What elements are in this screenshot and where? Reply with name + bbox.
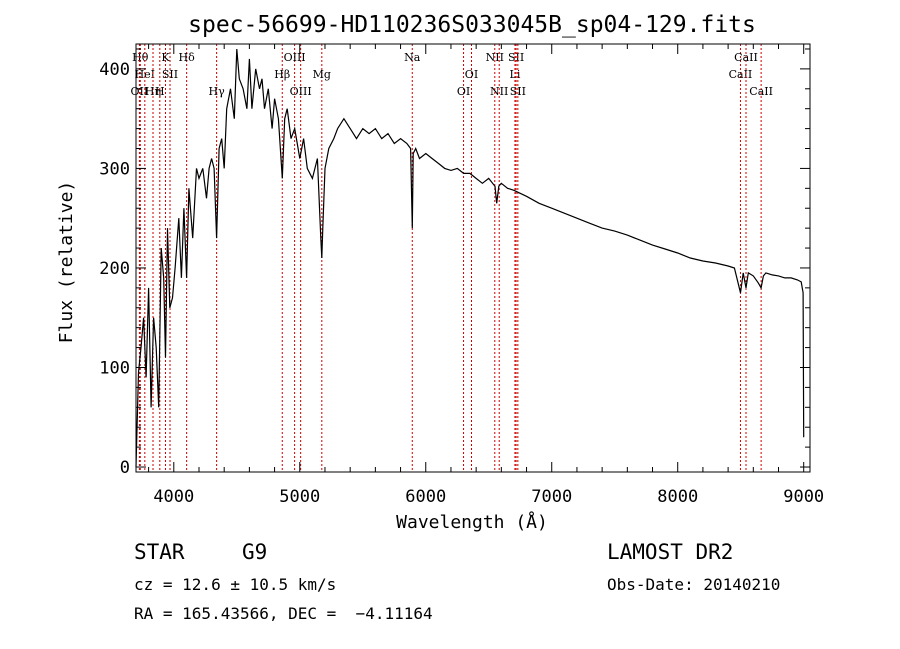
y-tick-label: 400 <box>99 60 130 80</box>
x-tick-label: 6000 <box>405 487 446 507</box>
line-marker-label: Hη <box>145 85 161 98</box>
line-marker-label: OI <box>465 68 478 81</box>
line-marker-label: Hβ <box>274 68 290 81</box>
line-marker-label: Hγ <box>209 85 226 98</box>
line-marker-label: OI <box>457 85 470 98</box>
chart-title: spec-56699-HD110236S033045B_sp04-129.fit… <box>188 12 756 38</box>
x-axis-title: Wavelength (Å) <box>396 511 548 533</box>
line-marker-label: H <box>155 85 165 98</box>
plot-frame <box>135 43 811 473</box>
line-marker-label: K <box>161 51 170 64</box>
obs-date-text: Obs-Date: 20140210 <box>607 575 781 594</box>
survey-label: LAMOST DR2 <box>607 540 734 564</box>
line-marker-label: CaII <box>749 85 773 98</box>
x-tick-label: 9000 <box>783 487 824 507</box>
line-marker-label: HeI <box>135 68 155 81</box>
line-marker-label: NII <box>486 51 504 64</box>
line-marker-label: Mg <box>313 68 331 81</box>
line-marker-label: Na <box>404 51 421 64</box>
x-tick-label: 8000 <box>657 487 698 507</box>
class-label: STAR <box>134 540 185 564</box>
line-marker-label: Li <box>510 68 521 81</box>
coordinates-text: RA = 165.43566, DEC = −4.11164 <box>134 604 433 623</box>
line-marker-label: Hδ <box>179 51 196 64</box>
x-tick-label: 4000 <box>153 487 194 507</box>
subclass-label: G9 <box>242 540 268 564</box>
spectrum-plot: spec-56699-HD110236S033045B_sp04-129.fit… <box>56 12 824 533</box>
line-marker-label: Hθ <box>132 51 149 64</box>
redshift-text: cz = 12.6 ± 10.5 km/s <box>134 575 337 594</box>
line-marker-label: NII <box>490 85 508 98</box>
axis-ticks: 4000 5000 6000 7000 8000 9000 0 100 200 300 400 <box>99 44 824 507</box>
x-tick-label: 5000 <box>279 487 320 507</box>
line-marker-label: SII <box>508 51 524 64</box>
y-tick-label: 0 <box>120 458 130 478</box>
x-tick-label: 7000 <box>531 487 572 507</box>
y-tick-label: 300 <box>99 159 130 179</box>
y-tick-label: 200 <box>99 259 130 279</box>
line-marker-label: SII <box>510 85 526 98</box>
line-marker-label: OIII <box>284 51 306 64</box>
line-marker-label: OII <box>131 85 149 98</box>
line-marker-label: SII <box>162 68 178 81</box>
line-marker-label: OIII <box>290 85 312 98</box>
line-marker-label: CaII <box>734 51 758 64</box>
line-marker-label: CaII <box>729 68 753 81</box>
y-axis-title: Flux (relative) <box>56 181 77 344</box>
spectrum-line <box>135 48 805 468</box>
y-tick-label: 100 <box>99 358 130 378</box>
